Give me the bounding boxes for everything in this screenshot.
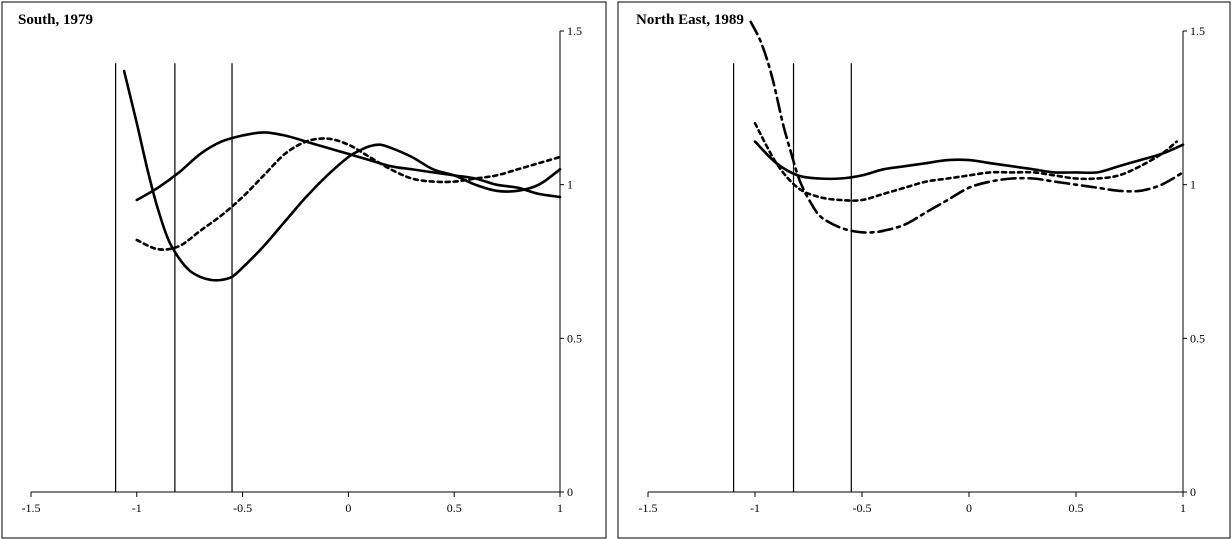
panel-frame [617, 1, 1231, 539]
y-tick-label: 1.5 [1190, 24, 1205, 38]
panel-title: South, 1979 [18, 12, 93, 28]
y-tick-label: 1.5 [567, 24, 582, 38]
series-line-2-dashed [135, 137, 562, 251]
x-tick-label: 0 [345, 501, 351, 515]
series-line-1-solid [135, 131, 562, 202]
series-line-1-solid [753, 140, 1185, 181]
y-tick-label: 1 [567, 178, 573, 192]
series-group [749, 20, 1185, 234]
x-tick-label: -1.5 [22, 501, 41, 515]
x-tick-label: 1 [1180, 501, 1186, 515]
series-line-3-dashdot [749, 20, 1185, 234]
x-tick-label: -1 [750, 501, 760, 515]
panel-title: North East, 1989 [636, 12, 744, 28]
series-group [122, 69, 562, 282]
x-tick-label: -1.5 [639, 501, 658, 515]
y-tick-label: 0.5 [1190, 331, 1205, 345]
y-tick-label: 0 [1190, 485, 1196, 499]
x-tick-label: 0.5 [1069, 501, 1084, 515]
x-tick-label: -0.5 [233, 501, 252, 515]
y-tick-label: 0 [567, 485, 573, 499]
x-tick-label: -0.5 [853, 501, 872, 515]
series-line-2-dashed [753, 121, 1178, 202]
panel-frame [1, 1, 607, 539]
series-line-3-solid [122, 69, 562, 282]
y-tick-label: 1 [1190, 178, 1196, 192]
y-tick-label: 0.5 [567, 331, 582, 345]
x-tick-label: 1 [557, 501, 563, 515]
x-tick-label: -1 [132, 501, 142, 515]
x-tick-label: 0.5 [447, 501, 462, 515]
x-tick-label: 0 [966, 501, 972, 515]
